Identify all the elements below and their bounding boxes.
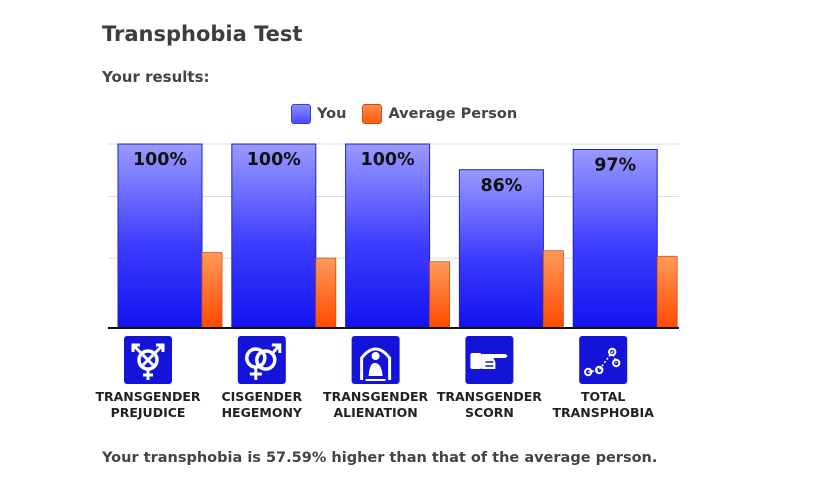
bar-you (345, 143, 431, 329)
trend-line-icon (579, 336, 628, 384)
bar-average (656, 255, 678, 329)
bar-value-label: 100% (133, 150, 187, 170)
bar-you (231, 143, 317, 329)
cisgender-symbol-icon (237, 336, 286, 384)
category-label: TOTAL (581, 389, 625, 404)
category-label: ALIENATION (333, 405, 417, 420)
legend-swatch-average (362, 104, 383, 124)
bar-value-label: 100% (247, 150, 301, 170)
legend-item-you: You (291, 104, 346, 124)
bar-value-label: 97% (594, 156, 636, 176)
bar-you (117, 143, 203, 329)
category-label: CISGENDER (221, 389, 302, 404)
transgender-symbol-icon (124, 336, 172, 384)
page-title: Transphobia Test (102, 22, 303, 46)
chart-legend: You Average Person (291, 104, 533, 124)
bar-average (543, 250, 564, 329)
category-label: PREJUDICE (111, 405, 186, 420)
alienation-figure-icon (351, 336, 400, 384)
bar-you (458, 169, 544, 329)
category-label: TRANSPHOBIA (552, 405, 654, 420)
results-summary: Your transphobia is 57.59% higher than t… (102, 450, 658, 466)
legend-item-average: Average Person (362, 104, 517, 124)
legend-swatch-you (291, 104, 311, 124)
legend-label-you: You (317, 106, 347, 122)
pointing-hand-icon (465, 336, 514, 384)
bar-value-label: 86% (480, 176, 522, 196)
category-label: TRANSGENDER (437, 389, 542, 404)
bar-value-label: 100% (361, 150, 415, 170)
bar-average (315, 257, 337, 329)
category-label: HEGEMONY (222, 405, 303, 420)
category-label: SCORN (465, 405, 514, 420)
category-icons (124, 336, 628, 384)
category-labels: TRANSGENDERPREJUDICECISGENDERHEGEMONYTRA… (95, 389, 654, 420)
category-label: TRANSGENDER (323, 389, 428, 404)
bar-you (572, 149, 658, 329)
chart-bars: 100% 100% 100% 86% 97% (117, 143, 678, 329)
bar-average (201, 252, 223, 329)
results-heading: Your results: (102, 68, 210, 86)
legend-label-average: Average Person (388, 106, 518, 122)
bar-average (429, 261, 451, 329)
category-label: TRANSGENDER (95, 389, 200, 404)
